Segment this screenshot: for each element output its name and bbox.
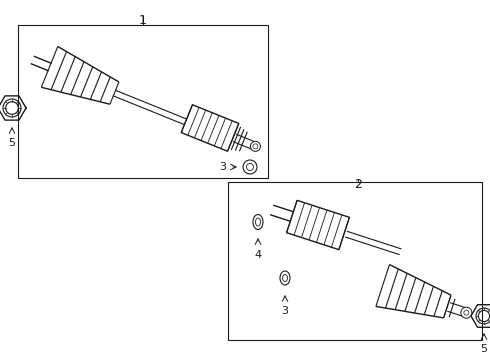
Bar (228, 182, 482, 340)
Circle shape (253, 144, 258, 149)
Circle shape (243, 160, 257, 174)
Ellipse shape (253, 215, 263, 230)
Ellipse shape (255, 218, 261, 226)
Polygon shape (287, 200, 349, 250)
Text: 1: 1 (139, 14, 147, 27)
Circle shape (461, 307, 472, 318)
Text: 3: 3 (281, 306, 289, 316)
Text: 4: 4 (254, 250, 262, 260)
Text: 5: 5 (481, 344, 488, 354)
Polygon shape (181, 105, 239, 151)
Circle shape (250, 141, 260, 151)
Text: 3: 3 (219, 162, 226, 172)
Text: 2: 2 (354, 178, 362, 191)
Ellipse shape (280, 271, 290, 285)
Ellipse shape (283, 274, 288, 282)
Bar (18, 25, 268, 178)
Circle shape (464, 310, 469, 315)
Text: 5: 5 (8, 138, 16, 148)
Circle shape (246, 163, 253, 171)
